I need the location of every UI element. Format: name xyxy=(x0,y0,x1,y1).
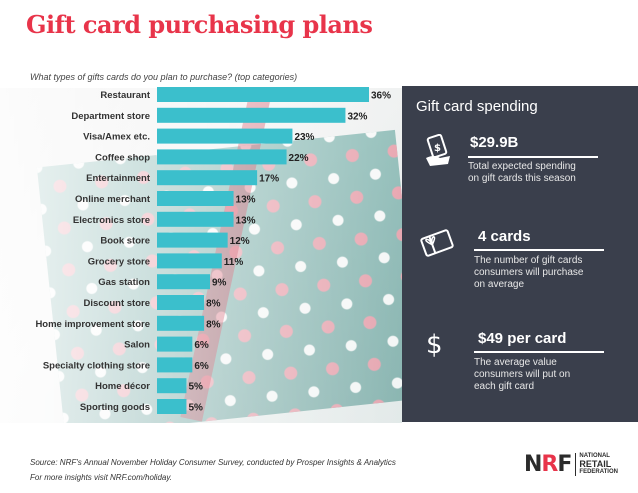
stat-avg-divider xyxy=(474,351,604,353)
source-line: Source: NRF's Annual November Holiday Co… xyxy=(30,458,396,467)
category-label: Coffee shop xyxy=(95,152,150,163)
logo-line2: RETAIL xyxy=(579,459,612,469)
stat-total-desc-line2: on gift cards this season xyxy=(468,173,576,184)
bar xyxy=(157,87,369,102)
stat-total-divider xyxy=(468,156,598,158)
value-label: 6% xyxy=(194,361,209,372)
value-label: 12% xyxy=(230,236,250,247)
category-label: Online merchant xyxy=(75,194,151,205)
stat-cards-desc: The number of gift cards consumers will … xyxy=(474,255,624,291)
category-label: Home décor xyxy=(95,381,150,392)
category-label: Home improvement store xyxy=(35,319,150,330)
bar xyxy=(157,357,193,373)
gift-card-icon xyxy=(420,229,454,257)
category-label: Restaurant xyxy=(100,90,150,101)
value-label: 22% xyxy=(289,153,309,164)
chart-subtitle: What types of gifts cards do you plan to… xyxy=(30,72,298,82)
category-label: Book store xyxy=(100,236,150,247)
value-label: 13% xyxy=(236,215,256,226)
bar xyxy=(157,399,187,414)
value-label: 5% xyxy=(188,403,203,414)
value-label: 36% xyxy=(371,91,391,102)
logo-line1: NATIONAL xyxy=(579,453,610,459)
category-label: Discount store xyxy=(83,298,150,309)
stat-avg-desc-line2: consumers will put on xyxy=(474,369,571,380)
bar xyxy=(157,274,210,290)
panel-title: Gift card spending xyxy=(416,98,538,115)
bar xyxy=(157,149,287,165)
stat-total-desc: Total expected spending on gift cards th… xyxy=(468,161,618,185)
category-label: Sporting goods xyxy=(80,402,150,413)
money-hand-icon: $ xyxy=(426,134,450,166)
value-label: 23% xyxy=(294,132,314,143)
stat-cards-desc-line1: The number of gift cards xyxy=(474,255,583,266)
bar xyxy=(157,191,234,206)
bar xyxy=(157,107,346,123)
category-label: Salon xyxy=(124,340,150,351)
nrf-logo-letters: NRF xyxy=(524,452,572,477)
page-title: Gift card purchasing plans xyxy=(26,10,373,39)
stat-cards-desc-line2: consumers will purchase xyxy=(474,267,584,278)
svg-text:$: $ xyxy=(434,143,441,154)
bar xyxy=(157,295,205,310)
stat-total-value: $29.9B xyxy=(470,134,519,151)
value-label: 8% xyxy=(206,299,221,310)
bar xyxy=(157,232,228,248)
value-label: 5% xyxy=(188,382,203,393)
value-label: 17% xyxy=(259,174,279,185)
value-label: 6% xyxy=(194,340,209,351)
category-label: Grocery store xyxy=(88,256,150,267)
bar xyxy=(157,315,205,331)
category-label: Gas station xyxy=(98,277,150,288)
bar xyxy=(157,170,258,186)
stat-avg-desc-line1: The average value xyxy=(474,357,557,368)
logo-line3: FEDERATION xyxy=(579,469,618,475)
stat-cards-divider xyxy=(474,249,604,251)
category-label: Electronics store xyxy=(73,215,150,226)
stat-cards-value: 4 cards xyxy=(478,228,531,245)
stat-cards-desc-line3: on average xyxy=(474,279,525,290)
bar xyxy=(157,336,193,352)
stat-avg-desc: The average value consumers will put on … xyxy=(474,357,624,393)
bar xyxy=(157,211,234,227)
insights-line: For more insights visit NRF.com/holiday. xyxy=(30,473,172,482)
value-label: 11% xyxy=(224,257,244,268)
stat-avg-desc-line3: each gift card xyxy=(474,381,535,392)
category-label: Department store xyxy=(71,111,150,122)
category-label: Visa/Amex etc. xyxy=(83,132,150,143)
stat-total-desc-line1: Total expected spending xyxy=(468,161,576,172)
value-label: 13% xyxy=(236,195,256,206)
bar-chart: Restaurant 36% Department store 32% Visa/Ame… xyxy=(35,87,391,414)
value-label: 8% xyxy=(206,319,221,330)
dollar-sign-icon: $ xyxy=(426,330,443,360)
nrf-logo: NRF NATIONAL RETAIL FEDERATION xyxy=(524,452,618,477)
spending-panel: Gift card spending $ $29.9B Total expect… xyxy=(402,86,638,422)
nrf-logo-text: NATIONAL RETAIL FEDERATION xyxy=(575,453,618,476)
bar xyxy=(157,128,293,144)
source-note: Source: NRF's Annual November Holiday Co… xyxy=(30,455,396,485)
value-label: 9% xyxy=(212,278,227,289)
category-label: Specialty clothing store xyxy=(43,360,150,371)
category-label: Entertainment xyxy=(86,173,151,184)
stat-avg-value: $49 per card xyxy=(478,330,567,347)
bar xyxy=(157,253,222,269)
bar xyxy=(157,378,187,394)
value-label: 32% xyxy=(347,111,367,122)
